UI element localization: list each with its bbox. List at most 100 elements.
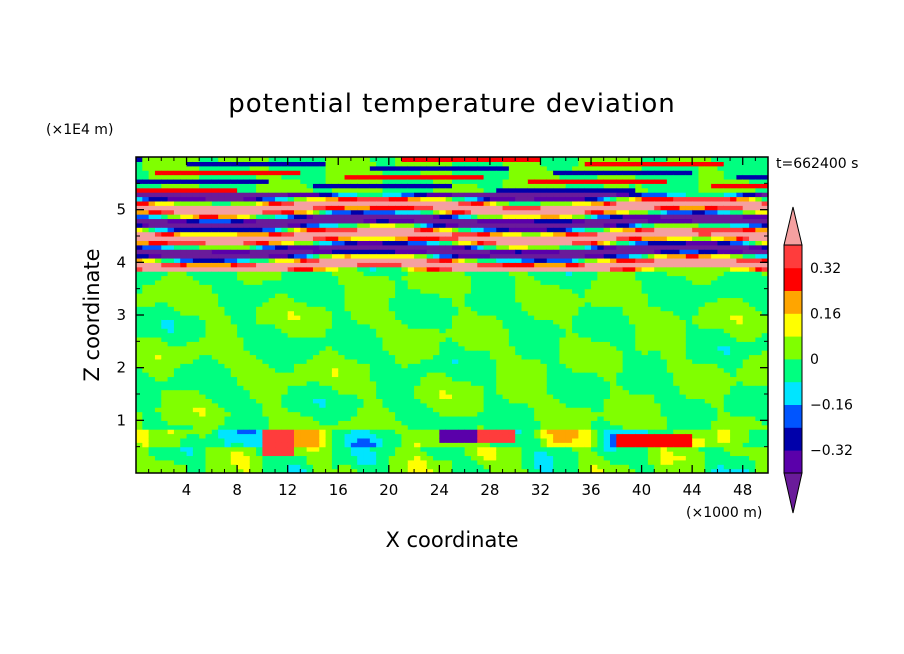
heatmap-cell: [205, 257, 213, 263]
heatmap-cell: [224, 446, 232, 452]
heatmap-cell: [319, 372, 327, 378]
heatmap-cell: [136, 297, 143, 303]
heatmap-cell: [464, 297, 472, 303]
heatmap-cell: [167, 187, 175, 193]
heatmap-cell: [496, 429, 504, 435]
heatmap-cell: [306, 415, 314, 421]
heatmap-cell: [319, 288, 327, 294]
heatmap-cell: [388, 253, 396, 259]
heatmap-cell: [148, 468, 156, 473]
heatmap-cell: [565, 350, 573, 356]
heatmap-cell: [502, 192, 510, 198]
heatmap-cell: [515, 236, 523, 241]
heatmap-cell: [464, 301, 472, 307]
heatmap-cell: [477, 174, 485, 180]
heatmap-cell: [338, 459, 346, 465]
heatmap-cell: [173, 455, 181, 461]
heatmap-cell: [148, 157, 156, 162]
heatmap-cell: [344, 420, 352, 426]
heatmap-cell: [268, 350, 276, 356]
heatmap-cell: [458, 372, 466, 378]
heatmap-cell: [344, 214, 352, 220]
heatmap-cell: [262, 297, 270, 303]
heatmap-cell: [445, 178, 453, 184]
heatmap-cell: [521, 306, 529, 312]
heatmap-cell: [173, 178, 181, 184]
heatmap-cell: [249, 266, 257, 272]
heatmap-cell: [565, 214, 573, 220]
heatmap-cell: [338, 288, 346, 294]
heatmap-cell: [546, 249, 554, 255]
heatmap-cell: [559, 358, 567, 364]
heatmap-cell: [287, 323, 295, 329]
heatmap-cell: [445, 380, 453, 386]
heatmap-cell: [243, 266, 251, 272]
heatmap-cell: [470, 165, 478, 171]
heatmap-cell: [439, 200, 447, 206]
heatmap-cell: [275, 227, 282, 233]
heatmap-cell: [319, 464, 327, 470]
heatmap-cell: [464, 306, 472, 312]
heatmap-cell: [319, 187, 327, 193]
heatmap-cell: [136, 310, 143, 316]
heatmap-cell: [312, 165, 320, 171]
heatmap-cell: [173, 253, 181, 259]
heatmap-cell: [376, 464, 384, 470]
heatmap-cell: [382, 240, 390, 246]
heatmap-cell: [489, 420, 497, 426]
heatmap-cell: [540, 165, 548, 171]
heatmap-cell: [243, 227, 251, 233]
heatmap-cell: [546, 350, 554, 356]
heatmap-cell: [439, 323, 447, 329]
heatmap-cell: [319, 222, 327, 228]
heatmap-cell: [350, 376, 358, 382]
heatmap-cell: [331, 301, 339, 307]
heatmap-cell: [243, 372, 251, 378]
heatmap-cell: [369, 301, 377, 307]
heatmap-cell: [173, 464, 181, 470]
heatmap-cell: [426, 165, 434, 171]
heatmap-cell: [439, 196, 447, 202]
heatmap-cell: [502, 402, 510, 408]
heatmap-cell: [540, 380, 548, 386]
heatmap-cell: [527, 222, 535, 228]
heatmap-cell: [148, 310, 156, 316]
heatmap-cell: [243, 262, 251, 268]
heatmap-cell: [154, 411, 162, 417]
heatmap-cell: [275, 429, 282, 435]
heatmap-cell: [287, 218, 295, 224]
heatmap-cell: [344, 165, 352, 171]
heatmap-cell: [357, 240, 365, 246]
heatmap-cell: [376, 183, 384, 189]
heatmap-cell: [426, 398, 434, 404]
heatmap-cell: [363, 288, 371, 294]
heatmap-cell: [211, 468, 219, 473]
heatmap-cell: [439, 275, 447, 281]
heatmap-cell: [477, 341, 485, 347]
heatmap-cell: [249, 433, 257, 439]
heatmap-cell: [515, 429, 523, 435]
heatmap-cell: [205, 209, 213, 215]
heatmap-cell: [496, 257, 504, 263]
heatmap-cell: [382, 266, 390, 272]
heatmap-cell: [192, 407, 200, 413]
heatmap-cell: [243, 332, 251, 338]
heatmap-cell: [483, 236, 491, 241]
heatmap-cell: [192, 420, 200, 426]
heatmap-cell: [142, 363, 150, 369]
heatmap-cell: [369, 293, 377, 299]
heatmap-cell: [161, 306, 169, 312]
heatmap-cell: [376, 157, 384, 162]
heatmap-cell: [186, 187, 194, 193]
heatmap-cell: [508, 157, 516, 162]
heatmap-cell: [527, 437, 535, 443]
heatmap-cell: [154, 451, 162, 457]
heatmap-cell: [426, 306, 434, 312]
heatmap-cell: [237, 161, 245, 167]
heatmap-cell: [540, 363, 548, 369]
heatmap-cell: [344, 385, 352, 391]
heatmap-cell: [414, 411, 421, 417]
heatmap-cell: [350, 310, 358, 316]
heatmap-cell: [192, 165, 200, 171]
heatmap-cell: [565, 306, 573, 312]
